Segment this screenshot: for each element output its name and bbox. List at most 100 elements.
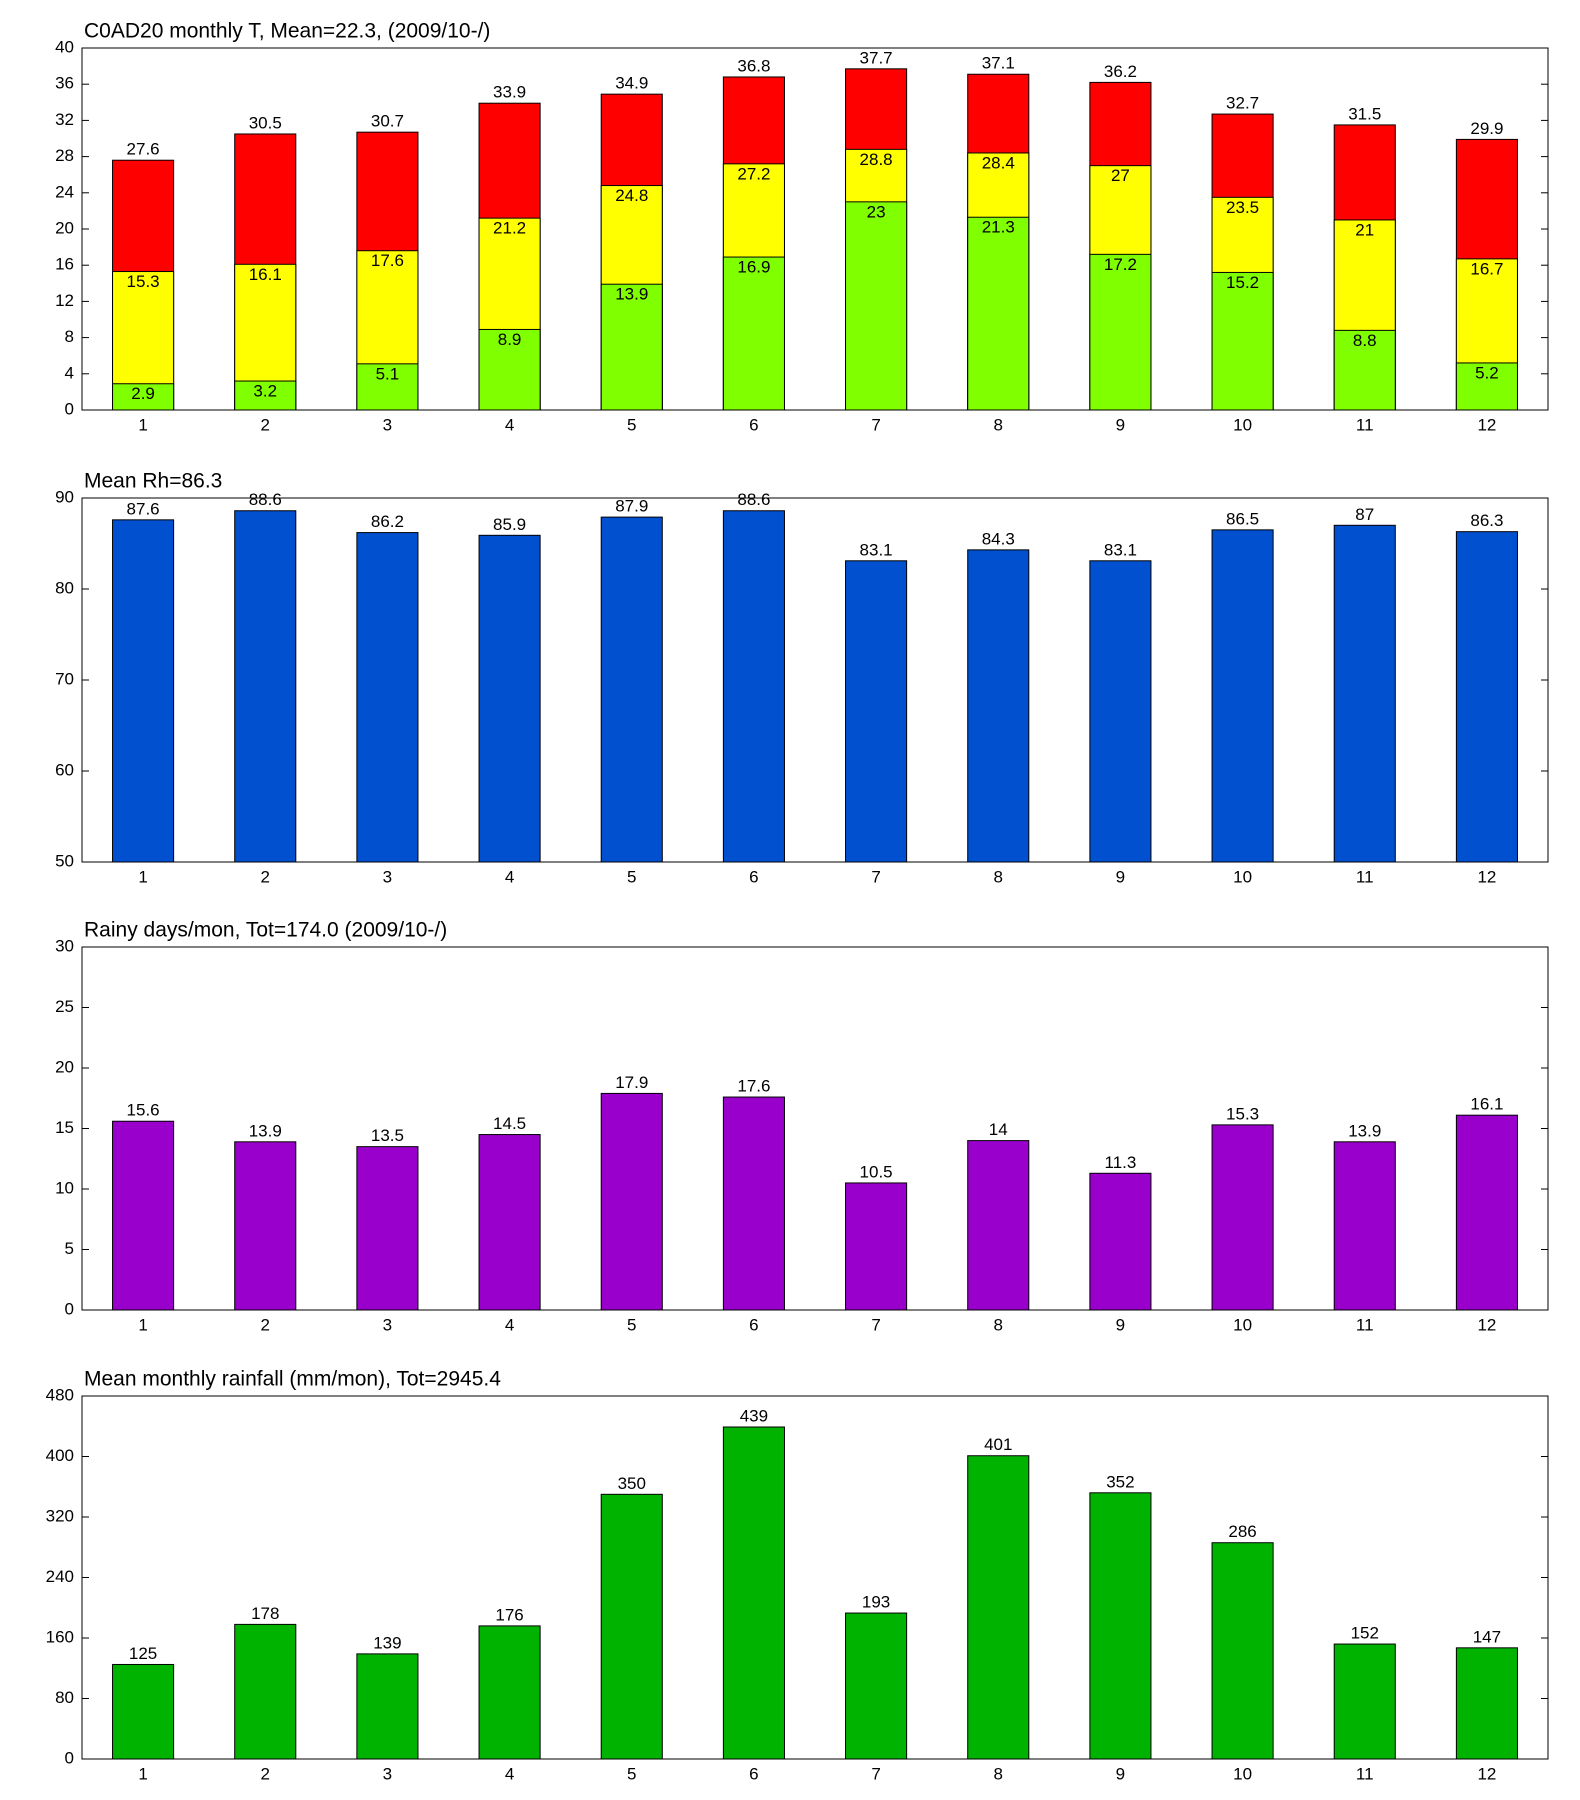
data-label: 3.2 [253,382,277,401]
x-tick-label: 12 [1477,1315,1496,1334]
x-tick-label: 8 [994,1315,1003,1334]
bar [1455,1647,1518,1760]
x-tick-label: 9 [1116,415,1125,434]
x-tick-label: 3 [383,1315,392,1334]
bar [1211,271,1274,411]
data-label: 34.9 [615,74,648,93]
bar [112,519,175,863]
data-label: 8.9 [498,330,522,349]
bar [1211,1542,1274,1760]
bar [1333,1141,1396,1311]
bar [722,1096,785,1311]
bar [845,1612,908,1760]
data-label: 8.8 [1353,331,1377,350]
data-label: 16.9 [737,258,770,277]
x-tick-label: 6 [749,1315,758,1334]
data-label: 439 [740,1406,768,1425]
bar [234,510,297,863]
data-label: 36.8 [737,56,770,75]
bar [967,549,1030,863]
y-tick-label: 36 [55,74,74,93]
x-tick-label: 7 [871,415,880,434]
data-label: 2.9 [131,384,155,403]
bar [478,534,541,863]
data-label: 11.3 [1105,1153,1137,1172]
y-tick-label: 0 [65,1748,74,1767]
y-tick-label: 5 [65,1239,74,1258]
y-tick-label: 400 [46,1446,74,1465]
bar [112,383,175,411]
data-label: 21 [1355,220,1374,239]
x-tick-label: 9 [1116,1315,1125,1334]
data-label: 23 [867,202,886,221]
data-label: 401 [984,1435,1012,1454]
data-label: 29.9 [1470,119,1503,138]
data-label: 28.8 [860,150,893,169]
y-tick-label: 50 [55,851,74,870]
bar [967,216,1030,411]
data-label: 16.7 [1470,259,1503,278]
bar [600,1092,663,1311]
y-tick-label: 28 [55,146,74,165]
data-label: 83.1 [1104,540,1137,559]
x-tick-label: 4 [505,867,514,886]
bar [1333,1643,1396,1760]
data-label: 30.7 [371,112,404,131]
y-tick-label: 320 [46,1506,74,1525]
bar [478,1134,541,1311]
x-tick-label: 8 [994,867,1003,886]
bar [1089,253,1152,411]
data-label: 5.2 [1475,363,1499,382]
y-tick-label: 90 [55,487,74,506]
data-label: 350 [618,1474,646,1493]
x-tick-label: 5 [627,415,636,434]
x-tick-label: 2 [261,867,270,886]
data-label: 286 [1228,1522,1256,1541]
axes-frame [81,497,1549,863]
x-tick-label: 12 [1477,867,1496,886]
x-tick-label: 1 [138,1315,147,1334]
x-tick-label: 2 [261,415,270,434]
data-label: 28.4 [982,153,1015,172]
x-tick-label: 9 [1116,1764,1125,1783]
x-tick-label: 11 [1356,415,1374,434]
data-label: 14 [989,1120,1008,1139]
bar [356,532,419,863]
bar [234,1141,297,1311]
bar [1333,329,1396,411]
bar [478,328,541,411]
data-label: 86.5 [1226,509,1259,528]
x-tick-label: 7 [871,1315,880,1334]
data-label: 15.6 [127,1101,160,1120]
x-tick-label: 3 [383,415,392,434]
x-tick-label: 1 [138,867,147,886]
x-tick-label: 5 [627,1764,636,1783]
x-tick-label: 11 [1356,1315,1374,1334]
y-tick-label: 20 [55,218,74,237]
x-tick-label: 4 [505,1315,514,1334]
axes-frame [81,946,1549,1311]
y-tick-label: 4 [65,363,74,382]
data-label: 27 [1111,166,1130,185]
data-label: 33.9 [493,83,526,102]
bar [112,1120,175,1311]
bar [722,1426,785,1760]
y-tick-label: 16 [55,255,74,274]
data-label: 14.5 [493,1114,526,1133]
data-label: 125 [129,1644,157,1663]
data-label: 37.1 [982,54,1015,73]
x-tick-label: 2 [261,1764,270,1783]
x-tick-label: 9 [1116,867,1125,886]
x-tick-label: 2 [261,1315,270,1334]
bar [478,1625,541,1760]
bar [356,363,419,411]
x-tick-label: 3 [383,867,392,886]
bar [845,201,908,411]
x-tick-label: 12 [1477,1764,1496,1783]
data-label: 178 [251,1604,279,1623]
bar [845,560,908,863]
bar [1089,1172,1152,1311]
x-tick-label: 10 [1233,1315,1252,1334]
y-tick-label: 70 [55,669,74,688]
